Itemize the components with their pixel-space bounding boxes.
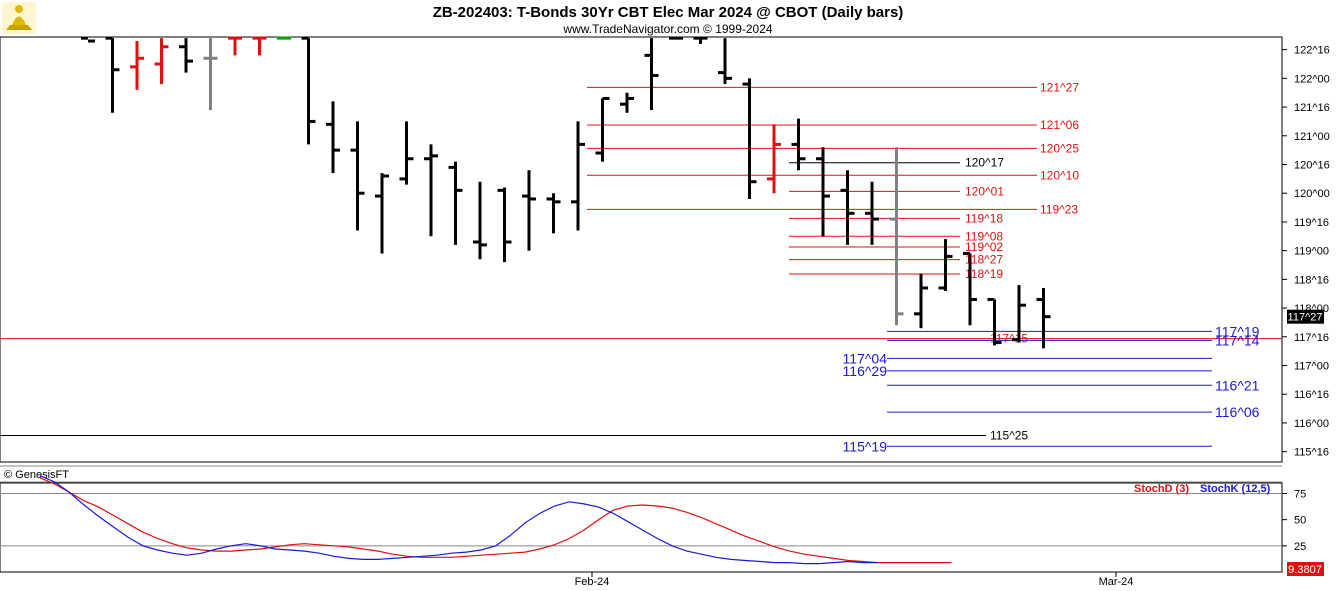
indicator-tick-label: 25 — [1294, 541, 1306, 553]
y-tick-label: 119^16 — [1294, 217, 1329, 229]
ohlc-bar — [1012, 285, 1026, 343]
indicator-panel-frame — [0, 482, 1283, 573]
ohlc-bar — [620, 92, 634, 113]
ohlc-bar — [1036, 287, 1051, 349]
ohlc-bar — [914, 273, 928, 329]
ohlc-bar — [448, 161, 463, 245]
y-tick-label: 117^16 — [1294, 332, 1329, 344]
ohlc-bar — [963, 252, 977, 326]
ohlc-bar — [718, 38, 732, 85]
level-label: 115^19 — [843, 438, 888, 454]
y-tick-label: 116^16 — [1294, 389, 1329, 401]
y-tick-label: 122^16 — [1294, 45, 1330, 57]
y-tick-label: 120^16 — [1294, 160, 1330, 172]
ohlc-bar — [154, 38, 169, 85]
level-label: 120^10 — [1040, 168, 1079, 182]
level-label: 121^06 — [1040, 118, 1079, 132]
price-panel-frame — [0, 36, 1283, 463]
ohlc-bar — [644, 38, 659, 110]
level-label: 115^25 — [990, 429, 1028, 443]
ohlc-bar — [595, 96, 610, 162]
logo-icon — [2, 2, 36, 34]
x-tick-label: Feb-24 — [575, 576, 610, 588]
date-axis: Feb-24 Mar-24 — [575, 572, 1134, 588]
y-tick-label: 122^00 — [1294, 73, 1330, 85]
ohlc-bar — [546, 193, 561, 234]
x-tick-label: Mar-24 — [1099, 576, 1134, 588]
y-tick-label: 117^00 — [1294, 361, 1329, 373]
chart-title: ZB-202403: T-Bonds 30Yr CBT Elec Mar 202… — [433, 4, 904, 21]
ohlc-bar — [522, 170, 536, 251]
ohlc-bar — [228, 36, 242, 56]
indicator-tick-label: 50 — [1294, 515, 1306, 527]
ohlc-bar — [865, 181, 879, 245]
ohlc-bar — [130, 41, 144, 90]
ohlc-bar — [693, 36, 708, 44]
ohlc-bar — [203, 38, 218, 110]
ohlc-bar — [375, 173, 389, 254]
series-legend-label: StochD (3) — [1134, 483, 1189, 495]
level-label: 117^04 — [843, 350, 888, 366]
copyright-label: © GenesisFT — [4, 469, 69, 481]
ohlc-bar — [889, 147, 904, 326]
y-tick-label: 116^00 — [1294, 418, 1329, 430]
level-lines: 121^27 121^06 120^25 120^17 120^10 120^01 119^… — [0, 80, 1282, 454]
ohlc-bar — [399, 121, 414, 185]
level-label: 119^02 — [965, 240, 1003, 254]
ohlc-bar — [497, 187, 512, 263]
level-label: 118^27 — [965, 253, 1003, 267]
last-price-label: 117^27 — [1288, 312, 1323, 324]
ohlc-bar — [987, 297, 1002, 346]
series-line — [39, 475, 878, 565]
level-label: 118^19 — [965, 267, 1003, 281]
level-label: 120^25 — [1040, 141, 1079, 155]
y-tick-label: 121^00 — [1294, 131, 1330, 143]
ohlc-bars — [81, 36, 1051, 349]
ohlc-bar — [816, 147, 830, 237]
level-label: 119^18 — [965, 211, 1003, 225]
indicator-tick-label: 75 — [1294, 488, 1306, 500]
series-legend-label: StochK (12,5) — [1200, 483, 1271, 495]
chart-subtitle: www.TradeNavigator.com © 1999-2024 — [562, 22, 772, 36]
last-price-box — [1287, 309, 1324, 324]
level-label: 116^29 — [843, 363, 888, 379]
level-label: 117^19 — [1215, 323, 1260, 339]
level-label: 116^06 — [1215, 404, 1260, 420]
ohlc-bar — [840, 170, 855, 245]
ohlc-bar — [571, 121, 585, 231]
ohlc-bar — [326, 101, 340, 174]
y-tick-label: 121^16 — [1294, 102, 1330, 114]
level-label: 116^21 — [1215, 377, 1260, 393]
ohlc-bar — [473, 181, 487, 260]
level-label: 119^23 — [1040, 202, 1078, 216]
ohlc-bar — [938, 239, 953, 291]
ohlc-bar — [105, 36, 120, 113]
y-tick-label: 115^16 — [1294, 447, 1329, 459]
y-tick-label: 118^16 — [1294, 274, 1329, 286]
ohlc-bar — [252, 36, 267, 56]
level-label: 117^14 — [1215, 332, 1260, 348]
y-tick-label: 119^00 — [1294, 246, 1329, 258]
ohlc-bar — [791, 118, 806, 171]
last-value-box — [1287, 562, 1324, 576]
y-tick-label: 120^00 — [1294, 188, 1330, 200]
ohlc-bar — [301, 36, 316, 145]
price-axis: 122^16 122^00 121^16 121^00 120^16 120^00 119^… — [1282, 45, 1330, 459]
ohlc-bar — [81, 36, 95, 43]
series-line — [39, 477, 952, 564]
level-label: 119^08 — [965, 229, 1003, 243]
level-label: 120^01 — [965, 184, 1004, 198]
ohlc-bar — [767, 124, 781, 194]
ohlc-bar — [742, 78, 757, 199]
level-label: 121^27 — [1040, 80, 1079, 94]
level-label: 120^17 — [965, 156, 1004, 170]
ohlc-bar — [179, 38, 193, 73]
last-value-label: 9.3807 — [1288, 564, 1322, 576]
ohlc-bar — [424, 144, 438, 237]
ohlc-bar — [350, 121, 365, 231]
stochastic-panel: 75 50 25 StochD (3) StochK (12,5) 9.3807 — [0, 475, 1324, 576]
